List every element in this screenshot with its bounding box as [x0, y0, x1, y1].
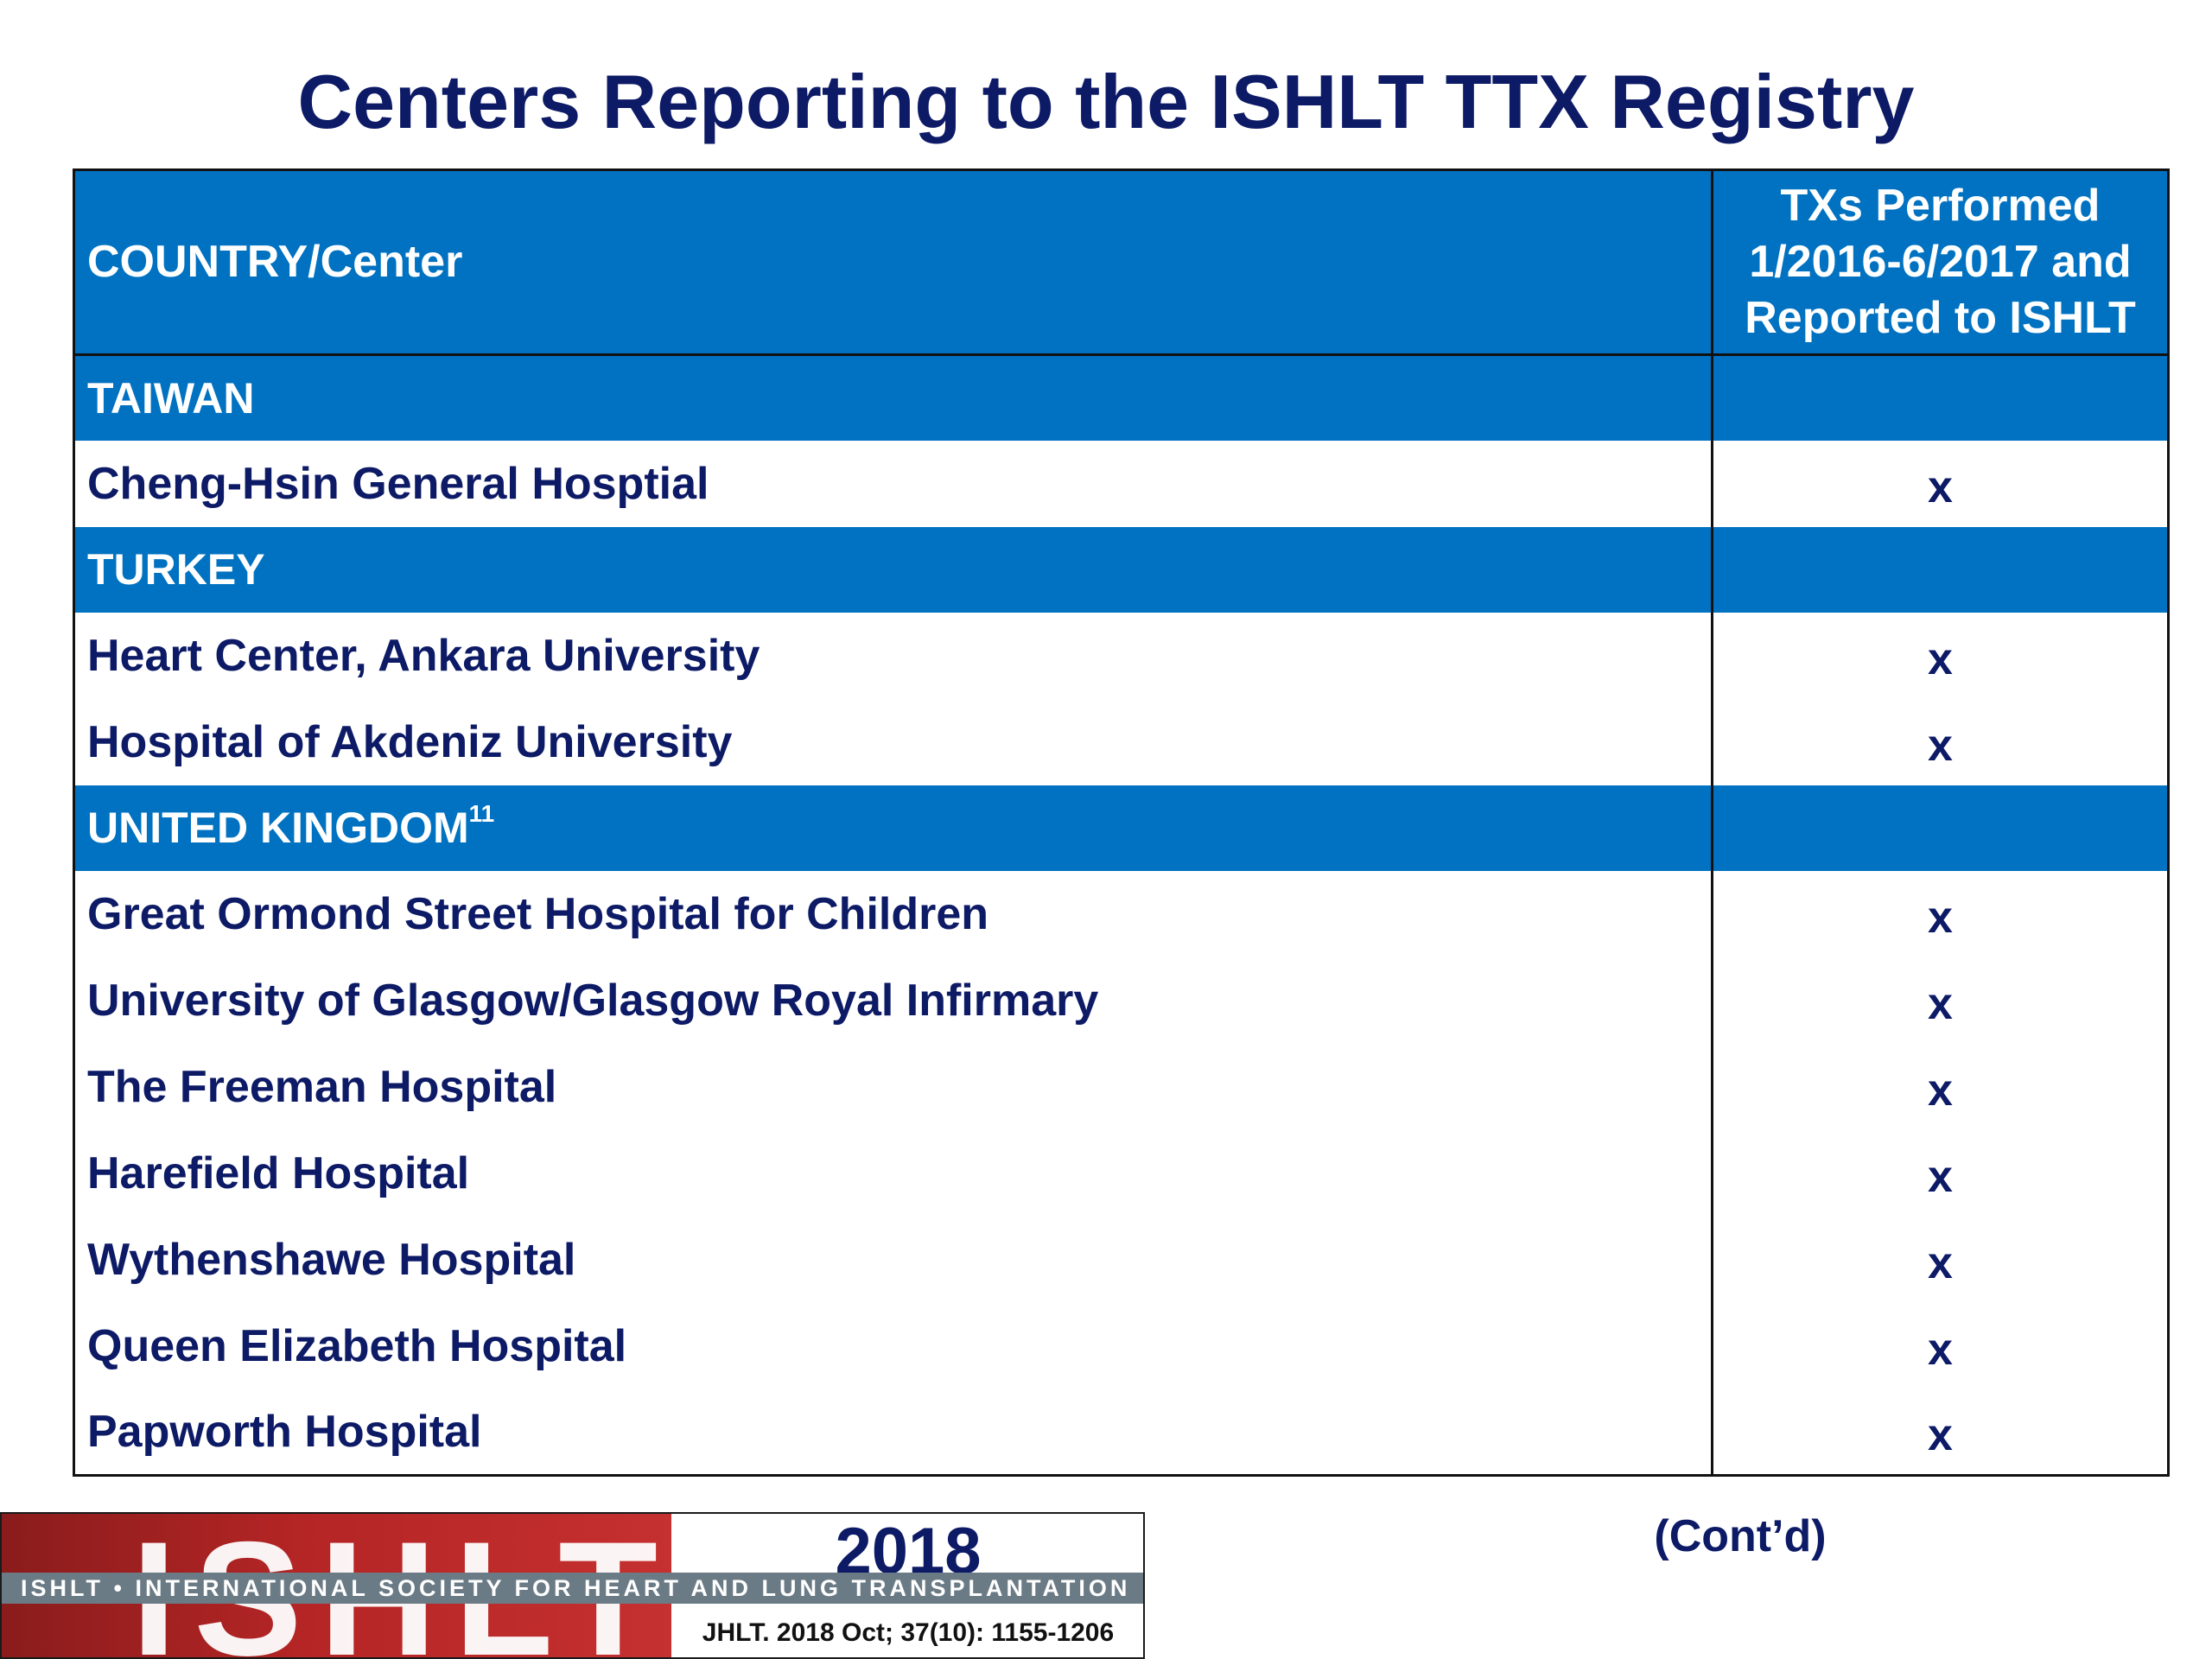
center-name: Harefield Hospital: [87, 1147, 470, 1198]
reported-mark-cell: x: [1711, 1302, 2169, 1389]
reported-mark: x: [1928, 1409, 1953, 1460]
reported-mark-cell: x: [1711, 1129, 2169, 1217]
center-row: Heart Center, Ankara University x: [73, 612, 2169, 699]
ishlt-logo-banner: ISHLT 2018 ISHLT • INTERNATIONAL SOCIETY…: [0, 1512, 1145, 1659]
center-row: Harefield Hospital x: [73, 1129, 2169, 1217]
center-name: Cheng-Hsin General Hosptial: [87, 458, 709, 509]
center-name: University of Glasgow/Glasgow Royal Infi…: [87, 975, 1099, 1026]
reported-mark-cell: x: [1711, 612, 2169, 699]
center-name: The Freeman Hospital: [87, 1061, 557, 1112]
reported-mark-cell: x: [1711, 698, 2169, 785]
reported-mark-cell: x: [1711, 440, 2169, 527]
reported-mark: x: [1928, 633, 1953, 684]
center-name-cell: Queen Elizabeth Hospital: [73, 1302, 1713, 1389]
country-name: TAIWAN: [87, 373, 255, 423]
center-name: Heart Center, Ankara University: [87, 630, 760, 681]
center-name-cell: Papworth Hospital: [73, 1389, 1713, 1476]
center-name-cell: Cheng-Hsin General Hosptial: [73, 440, 1713, 527]
column-header-line: Reported to ISHLT: [1745, 293, 2136, 343]
society-name-band: ISHLT • INTERNATIONAL SOCIETY FOR HEART …: [2, 1573, 1143, 1604]
reported-mark-cell: [1711, 526, 2169, 613]
center-name-cell: Wythenshawe Hospital: [73, 1216, 1713, 1303]
continued-label: (Cont’d): [1654, 1511, 1827, 1561]
column-header-country-center: COUNTRY/Center: [73, 169, 1713, 356]
centers-table: COUNTRY/Center TXs Performed 1/2016-6/20…: [73, 168, 2170, 1477]
center-name: Queen Elizabeth Hospital: [87, 1320, 627, 1371]
reported-mark: x: [1928, 1065, 1953, 1116]
center-row: The Freeman Hospital x: [73, 1043, 2169, 1130]
reported-mark-cell: x: [1711, 957, 2169, 1044]
reported-mark: x: [1928, 1151, 1953, 1202]
reported-mark: x: [1928, 892, 1953, 943]
reported-mark: x: [1928, 978, 1953, 1029]
center-row: Hospital of Akdeniz University x: [73, 698, 2169, 785]
column-header-line: TXs Performed: [1780, 181, 2101, 231]
center-name-cell: Hospital of Akdeniz University: [73, 698, 1713, 785]
column-header-line: 1/2016-6/2017 and: [1749, 237, 2132, 287]
center-row: Papworth Hospital x: [73, 1389, 2169, 1476]
journal-citation: JHLT. 2018 Oct; 37(10): 1155-1206: [702, 1618, 1115, 1647]
country-name: UNITED KINGDOM: [87, 804, 469, 852]
center-name-cell: Great Ormond Street Hospital for Childre…: [73, 870, 1713, 957]
reported-mark: x: [1928, 1237, 1953, 1288]
reported-mark-cell: x: [1711, 1216, 2169, 1303]
reported-mark-cell: x: [1711, 870, 2169, 957]
slide-title: Centers Reporting to the ISHLT TTX Regis…: [297, 59, 1915, 144]
country-row: TAIWAN: [73, 354, 2169, 441]
table-header-row: COUNTRY/Center TXs Performed 1/2016-6/20…: [73, 169, 2169, 356]
center-name-cell: Heart Center, Ankara University: [73, 612, 1713, 699]
country-name: TURKEY: [87, 545, 265, 594]
column-header-txs-performed: TXs Performed 1/2016-6/2017 and Reported…: [1711, 169, 2169, 356]
center-row: Great Ormond Street Hospital for Childre…: [73, 870, 2169, 957]
center-name-cell: The Freeman Hospital: [73, 1043, 1713, 1130]
center-name: Wythenshawe Hospital: [87, 1234, 576, 1285]
reported-mark: x: [1928, 1324, 1953, 1375]
reported-mark-cell: x: [1711, 1389, 2169, 1476]
center-name-cell: Harefield Hospital: [73, 1129, 1713, 1217]
table-body: TAIWAN Cheng-Hsin General Hosptial x TURKEY…: [73, 354, 2169, 1476]
footnote-reference: 11: [468, 800, 495, 828]
center-name-cell: University of Glasgow/Glasgow Royal Infi…: [73, 957, 1713, 1044]
center-row: Queen Elizabeth Hospital x: [73, 1302, 2169, 1389]
country-row: UNITED KINGDOM11: [73, 785, 2169, 871]
reported-mark: x: [1928, 720, 1953, 771]
reported-mark: x: [1928, 461, 1953, 512]
center-name: Papworth Hospital: [87, 1406, 482, 1457]
country-row: TURKEY: [73, 526, 2169, 613]
center-name: Hospital of Akdeniz University: [87, 716, 733, 767]
center-row: Wythenshawe Hospital x: [73, 1216, 2169, 1303]
country-name-cell: TAIWAN: [73, 354, 1713, 441]
reported-mark-cell: [1711, 354, 2169, 441]
center-row: University of Glasgow/Glasgow Royal Infi…: [73, 957, 2169, 1044]
country-name-cell: UNITED KINGDOM11: [73, 785, 1713, 871]
center-name: Great Ormond Street Hospital for Childre…: [87, 888, 989, 939]
center-row: Cheng-Hsin General Hosptial x: [73, 440, 2169, 527]
reported-mark-cell: [1711, 785, 2169, 871]
country-name-cell: TURKEY: [73, 526, 1713, 613]
reported-mark-cell: x: [1711, 1043, 2169, 1130]
